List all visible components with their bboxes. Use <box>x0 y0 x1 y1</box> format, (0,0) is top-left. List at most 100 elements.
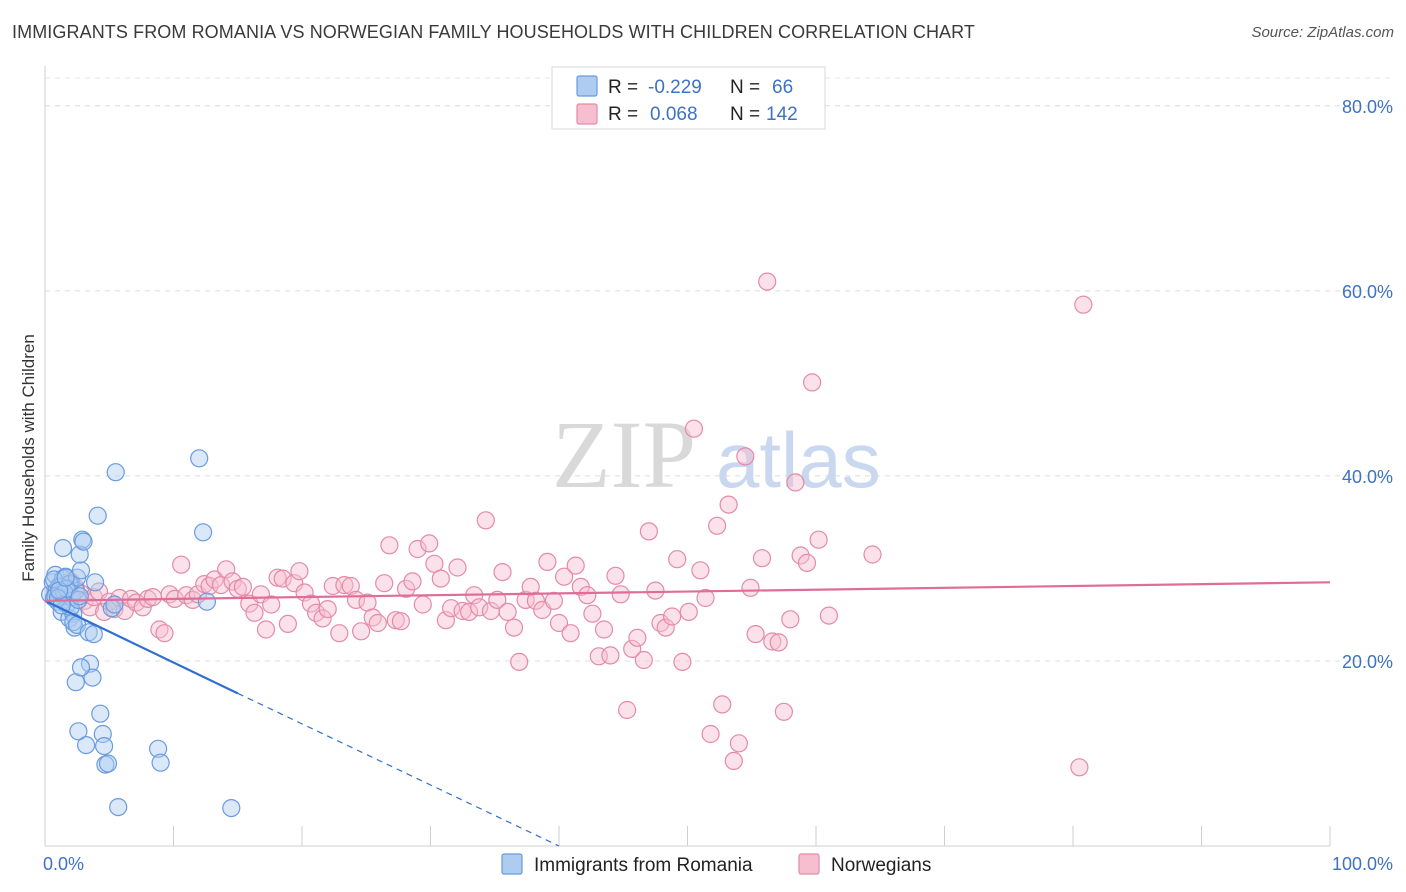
norwegians-point-124 <box>736 447 755 466</box>
romania-point-32 <box>56 568 75 587</box>
norwegians-point-40 <box>262 595 281 614</box>
norwegians-point-54 <box>341 576 360 596</box>
norwegians-point-63 <box>391 612 410 631</box>
legend-n-value-norwegians: 142 <box>766 104 798 125</box>
norwegians-point-78 <box>476 511 495 530</box>
legend-r-label-norwegians: R = <box>608 104 638 125</box>
norwegians-point-26 <box>183 590 202 610</box>
romania-point-44 <box>84 624 103 644</box>
norwegians-point-21 <box>155 624 174 643</box>
norwegians-point-106 <box>634 650 653 670</box>
romania-point-49 <box>94 736 114 756</box>
source-label: Source: ZipAtlas.com <box>1251 24 1394 41</box>
romania-point-54 <box>106 463 125 482</box>
romania-point-45 <box>85 573 105 592</box>
norwegians-point-117 <box>696 588 715 608</box>
romania-point-36 <box>70 587 89 606</box>
norwegians-point-41 <box>268 568 287 587</box>
legend-r-value-romania: -0.229 <box>648 77 702 98</box>
romania-point-65 <box>69 722 88 741</box>
norwegians-point-127 <box>752 549 772 568</box>
norwegians-point-56 <box>352 622 371 641</box>
norwegians-point-61 <box>380 536 399 555</box>
romania-point-42 <box>80 654 100 673</box>
norwegians-point-103 <box>617 700 637 720</box>
series-norwegians <box>46 272 1093 777</box>
chart-title: IMMIGRANTS FROM ROMANIA VS NORWEGIAN FAM… <box>12 22 976 42</box>
norwegians-point-140 <box>1070 758 1089 777</box>
norwegians-point-81 <box>493 562 512 582</box>
trend-line-norwegians <box>44 581 1331 602</box>
y-tick-label-1: 40.0% <box>1342 467 1393 487</box>
bottom-legend-label-romania: Immigrants from Romania <box>534 855 753 876</box>
norwegians-point-58 <box>363 608 382 627</box>
norwegians-point-49 <box>313 609 332 628</box>
norwegians-point-90 <box>544 591 564 610</box>
norwegians-point-121 <box>719 495 738 514</box>
norwegians-point-89 <box>538 552 557 572</box>
norwegians-point-72 <box>442 599 461 618</box>
norwegians-point-39 <box>256 620 276 639</box>
norwegians-point-37 <box>245 603 264 622</box>
norwegians-point-133 <box>786 473 805 492</box>
norwegians-point-47 <box>301 594 321 613</box>
watermark-zip: ZIP <box>552 401 696 508</box>
norwegians-point-129 <box>763 632 782 651</box>
norwegians-point-119 <box>707 516 727 535</box>
norwegians-point-113 <box>673 652 692 672</box>
romania-point-57 <box>151 753 170 772</box>
romania-point-61 <box>222 798 241 818</box>
legend-r-label-romania: R = <box>608 77 638 98</box>
norwegians-point-24 <box>172 555 191 574</box>
romania-point-40 <box>74 532 93 551</box>
norwegians-point-80 <box>488 590 507 610</box>
watermark: ZIP atlas <box>552 401 881 508</box>
norwegians-point-134 <box>791 546 810 565</box>
legend: R = -0.229 N = 66 R = 0.068 N = 142 <box>551 66 826 130</box>
norwegians-point-45 <box>290 562 309 581</box>
bottom-legend-swatch-norwegians <box>798 853 820 875</box>
norwegians-point-99 <box>594 620 614 639</box>
norwegians-point-104 <box>623 639 642 659</box>
norwegians-point-122 <box>724 751 743 771</box>
norwegians-point-132 <box>781 610 800 629</box>
romania-point-30 <box>44 570 64 589</box>
romania-point-63 <box>71 658 91 677</box>
norwegians-point-115 <box>684 419 704 438</box>
norwegians-point-131 <box>774 702 794 721</box>
norwegians-point-100 <box>601 646 620 665</box>
norwegians-point-94 <box>566 556 585 575</box>
romania-point-37 <box>71 561 91 580</box>
bottom-legend-swatch-romania <box>501 853 523 875</box>
norwegians-point-107 <box>639 522 659 541</box>
legend-r-value-norwegians: 0.068 <box>650 104 698 125</box>
norwegians-point-116 <box>691 561 710 580</box>
norwegians-point-114 <box>679 602 698 622</box>
norwegians-point-112 <box>668 550 687 569</box>
norwegians-point-101 <box>606 566 625 585</box>
norwegians-point-137 <box>809 530 828 549</box>
legend-n-label-norwegians: N = <box>730 104 760 125</box>
norwegians-point-66 <box>408 539 427 559</box>
norwegians-point-42 <box>273 569 292 588</box>
y-tick-label-3: 80.0% <box>1342 97 1393 117</box>
norwegians-point-138 <box>819 606 839 625</box>
norwegians-point-86 <box>521 577 540 597</box>
trend-line-romania <box>44 599 239 695</box>
norwegians-point-135 <box>797 553 817 573</box>
romania-point-64 <box>76 735 96 755</box>
norwegians-point-110 <box>656 618 675 637</box>
x-tick-label-1: 100.0% <box>1332 854 1393 874</box>
norwegians-point-130 <box>769 633 788 652</box>
norwegians-point-84 <box>510 652 529 672</box>
legend-n-label-romania: N = <box>730 77 760 98</box>
norwegians-point-50 <box>318 599 337 619</box>
norwegians-point-105 <box>628 628 647 647</box>
norwegians-point-120 <box>713 695 732 714</box>
norwegians-point-70 <box>431 569 450 588</box>
romania-point-35 <box>53 538 73 558</box>
romania-point-43 <box>83 668 102 687</box>
norwegians-point-82 <box>498 602 517 622</box>
x-tick-labels: 0.0% 100.0% <box>43 854 1393 874</box>
